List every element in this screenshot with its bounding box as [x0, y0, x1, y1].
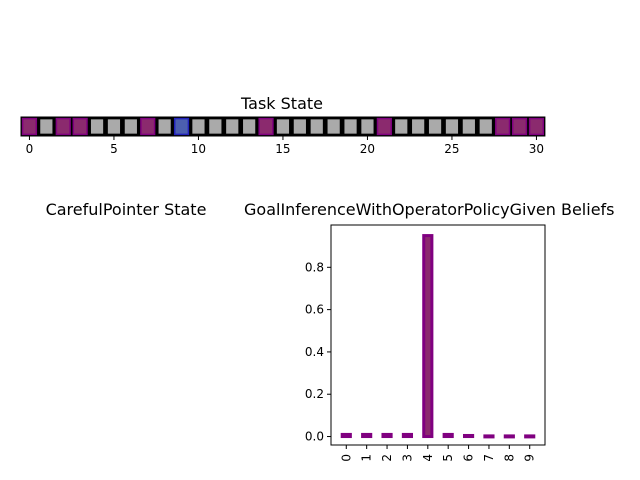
goal-inference-chart-title: GoalInferenceWithOperatorPolicyGiven Bel… [244, 200, 615, 219]
bar-y-tick-label: 0.6 [305, 303, 324, 317]
bar-y-tick-label: 0.8 [305, 260, 324, 274]
bar-goal-1 [361, 432, 373, 439]
task-cell [461, 117, 477, 136]
task-x-tick-label: 0 [26, 142, 34, 156]
task-cell [55, 117, 71, 136]
bar-goal-5 [442, 432, 454, 439]
task-cell [38, 117, 54, 136]
bar-goal-6 [462, 433, 475, 439]
bar-goal-3 [401, 432, 414, 439]
task-cell [478, 117, 494, 136]
bar-y-tick-label: 0.4 [305, 345, 324, 359]
task-x-tick-label: 10 [191, 142, 206, 156]
bar-x-tick-label: 4 [421, 454, 435, 462]
task-cell [444, 117, 460, 136]
bar-goal-4 [422, 234, 434, 439]
task-cell [410, 117, 426, 136]
task-state-title: Task State [241, 94, 323, 113]
bar-x-tick-label: 7 [482, 454, 496, 462]
bar-x-tick-label: 2 [380, 454, 394, 462]
task-cell [342, 117, 359, 136]
bar-x-tick-label: 8 [502, 454, 516, 462]
task-x-tick-label: 30 [529, 142, 544, 156]
task-cell [190, 117, 207, 136]
bar-goal-8 [503, 434, 515, 439]
task-cell [106, 117, 122, 136]
task-cell [72, 117, 88, 136]
bar-x-tick-label: 9 [523, 454, 537, 462]
task-cell [89, 117, 105, 136]
careful-pointer-state-title: CarefulPointer State [45, 200, 207, 219]
task-cell [309, 117, 325, 136]
task-cell [511, 117, 528, 136]
task-x-tick-label: 20 [360, 142, 375, 156]
task-x-tick-label: 15 [275, 142, 290, 156]
bar-x-tick-label: 1 [360, 454, 374, 462]
bar-x-tick-label: 3 [400, 454, 414, 462]
task-cell [393, 117, 409, 136]
task-x-tick-label: 25 [444, 142, 459, 156]
bar-goal-7 [483, 434, 495, 439]
task-cell [495, 117, 511, 136]
task-cell [258, 117, 274, 136]
bar-goal-2 [381, 432, 393, 439]
task-cell [21, 117, 38, 136]
task-cell [326, 117, 342, 136]
task-cell [123, 117, 139, 136]
bar-x-tick-label: 0 [339, 454, 353, 462]
task-cell [207, 117, 223, 136]
task-x-tick-label: 5 [110, 142, 118, 156]
bar-goal-0 [340, 432, 352, 439]
bar-chart-plot-area [330, 224, 546, 446]
task-cell [157, 117, 173, 136]
task-cell [359, 117, 376, 136]
task-cell [275, 117, 291, 136]
task-cell [224, 117, 240, 136]
bar-x-tick-label: 5 [441, 454, 455, 462]
task-cell [292, 117, 308, 136]
task-cell [528, 117, 545, 136]
task-cell [173, 117, 190, 136]
bar-x-tick-label: 6 [462, 454, 476, 462]
bar-y-tick-label: 0.2 [305, 387, 324, 401]
bar-y-tick-label: 0.0 [305, 430, 324, 444]
task-cell [427, 117, 443, 136]
task-cell [376, 117, 392, 136]
task-cell [241, 117, 257, 136]
task-cell [140, 117, 156, 136]
bar-goal-9 [524, 434, 536, 439]
